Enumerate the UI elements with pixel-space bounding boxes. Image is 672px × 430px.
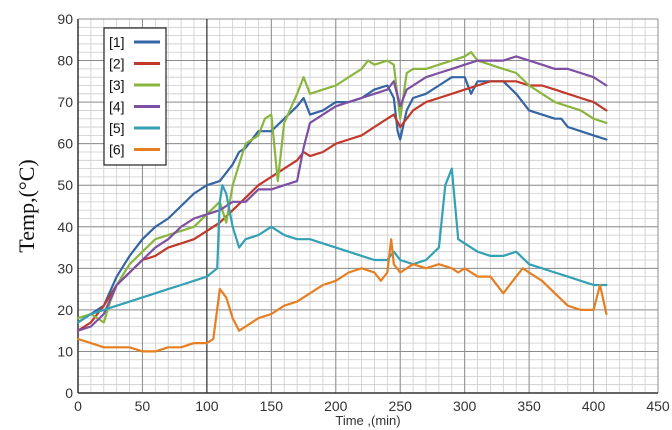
x-tick-label: 50 bbox=[135, 398, 151, 414]
x-tick-label: 100 bbox=[195, 398, 219, 414]
y-tick-label: 20 bbox=[57, 302, 73, 318]
x-tick-label: 450 bbox=[646, 398, 670, 414]
x-tick-label: 0 bbox=[74, 398, 82, 414]
y-tick-label: 90 bbox=[57, 11, 73, 27]
y-tick-label: 80 bbox=[57, 53, 73, 69]
y-tick-label: 10 bbox=[57, 343, 73, 359]
series-line-2 bbox=[76, 80, 608, 332]
y-tick-label: 60 bbox=[57, 136, 73, 152]
x-tick-label: 350 bbox=[517, 398, 541, 414]
y-tick-label: 40 bbox=[57, 219, 73, 235]
legend-label-3: [3] bbox=[109, 77, 125, 93]
legend-label-2: [2] bbox=[109, 56, 125, 72]
legend-label-5: [5] bbox=[109, 120, 125, 136]
legend: [1] [2] [3] [4] [5] [6] bbox=[103, 27, 167, 166]
y-axis-label: Temp,(°C) bbox=[14, 159, 39, 252]
x-tick-label: 400 bbox=[582, 398, 606, 414]
y-tick-label: 70 bbox=[57, 94, 73, 110]
series-line-4 bbox=[76, 55, 608, 332]
legend-label-1: [1] bbox=[109, 34, 125, 50]
x-axis-label: Time ,(min) bbox=[335, 413, 400, 428]
y-tick-label: 30 bbox=[57, 260, 73, 276]
series-line-6 bbox=[76, 238, 608, 353]
x-tick-label: 250 bbox=[389, 398, 413, 414]
tick-labels: 0 50 100 150 200 250 300 350 400 450 0 10 20 30 40 50 60… bbox=[57, 11, 669, 414]
legend-label-6: [6] bbox=[109, 142, 125, 158]
major-gridlines bbox=[77, 18, 659, 394]
x-tick-label: 200 bbox=[324, 398, 348, 414]
legend-label-4: [4] bbox=[109, 99, 125, 115]
x-tick-label: 150 bbox=[260, 398, 284, 414]
series-line-5 bbox=[76, 167, 608, 324]
x-tick-label: 300 bbox=[453, 398, 477, 414]
y-tick-label: 0 bbox=[65, 385, 73, 401]
y-tick-label: 50 bbox=[57, 177, 73, 193]
legend-box bbox=[103, 27, 167, 166]
series-lines bbox=[76, 51, 608, 353]
